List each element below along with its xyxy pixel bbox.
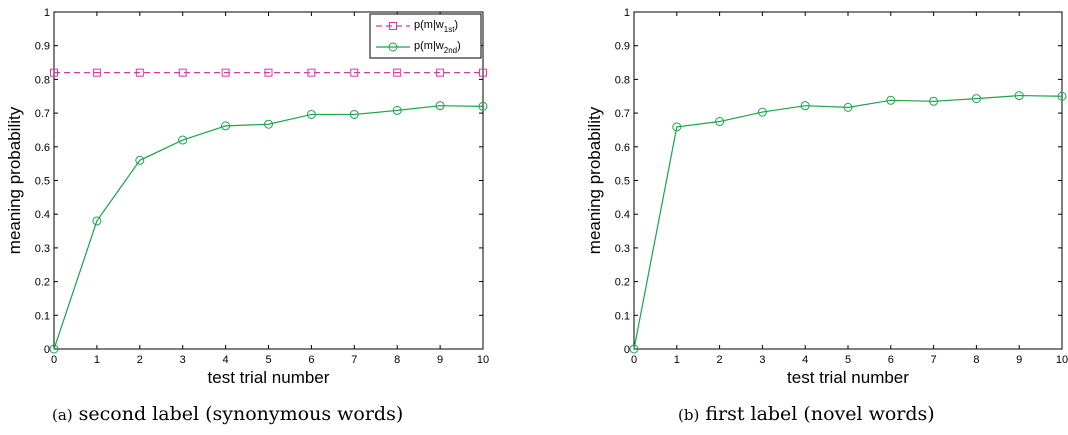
data-point-2nd-a bbox=[349, 109, 359, 119]
x-tick-label-b: 2 bbox=[717, 354, 723, 366]
y-tick-label-b: 0.4 bbox=[615, 209, 630, 221]
data-point-2nd-a bbox=[264, 119, 273, 129]
y-tick-label-a: 0.8 bbox=[35, 74, 50, 86]
x-tick-label-b: 7 bbox=[931, 354, 937, 366]
legend-box-a bbox=[369, 13, 482, 59]
data-point-series-b bbox=[843, 102, 853, 112]
y-tick-label-b: 1 bbox=[624, 7, 630, 19]
data-point-2nd-a bbox=[135, 155, 145, 165]
caption-a-tag: (a) bbox=[52, 406, 73, 424]
x-tick-label-b: 0 bbox=[631, 354, 637, 366]
y-tick-label-a: 0.3 bbox=[35, 243, 50, 255]
y-tick-label-b: 0.3 bbox=[615, 243, 630, 255]
data-point-series-b bbox=[757, 107, 767, 117]
data-point-2nd-a bbox=[49, 344, 59, 354]
data-point-2nd-a bbox=[221, 121, 231, 131]
data-point-2nd-a bbox=[306, 109, 316, 119]
x-tick-label-a: 0 bbox=[51, 354, 57, 366]
data-point-1st-a bbox=[436, 68, 445, 77]
caption-b-tag: (b) bbox=[678, 406, 700, 424]
y-tick-label-a: 0.1 bbox=[35, 310, 50, 322]
y-tick-label-b: 0.8 bbox=[615, 74, 630, 86]
data-point-series-b bbox=[929, 96, 939, 106]
x-tick-label-a: 8 bbox=[394, 354, 400, 366]
x-axis-title-a: test trial number bbox=[208, 368, 330, 387]
data-point-series-b bbox=[886, 95, 896, 105]
y-tick-label-b: 0.7 bbox=[615, 108, 630, 120]
x-tick-label-a: 5 bbox=[265, 354, 271, 366]
x-tick-label-a: 1 bbox=[94, 354, 100, 366]
x-axis-title-b: test trial number bbox=[787, 368, 909, 387]
data-point-series-b bbox=[672, 122, 682, 132]
data-point-1st-a bbox=[350, 68, 359, 77]
x-tick-label-a: 4 bbox=[223, 354, 229, 366]
data-point-2nd-a bbox=[435, 101, 445, 111]
data-point-1st-a bbox=[221, 68, 230, 77]
y-tick-label-b: 0.6 bbox=[615, 142, 630, 154]
x-tick-label-b: 10 bbox=[1056, 354, 1068, 366]
data-point-1st-a bbox=[479, 68, 487, 77]
data-point-series-b bbox=[1057, 91, 1067, 101]
x-tick-label-b: 9 bbox=[1016, 354, 1022, 366]
data-point-1st-a bbox=[135, 68, 144, 77]
x-tick-label-b: 8 bbox=[973, 354, 979, 366]
caption-a: (a) second label (synonymous words) bbox=[52, 403, 403, 425]
y-axis-title-b: meaning probability bbox=[585, 106, 604, 254]
data-point-series-b bbox=[971, 94, 981, 104]
x-tick-label-a: 6 bbox=[308, 354, 314, 366]
caption-b-text: first label (novel words) bbox=[705, 403, 935, 425]
legend-marker-2nd bbox=[388, 42, 398, 52]
x-tick-label-b: 1 bbox=[674, 354, 680, 366]
y-axis-title-a: meaning probability bbox=[5, 106, 24, 254]
legend-marker-1st bbox=[389, 22, 397, 30]
x-tick-label-a: 3 bbox=[180, 354, 186, 366]
y-tick-label-b: 0.9 bbox=[615, 41, 630, 53]
y-tick-label-a: 0 bbox=[44, 344, 50, 356]
plot-area-b bbox=[633, 11, 1063, 350]
x-tick-label-b: 3 bbox=[759, 354, 765, 366]
x-tick-label-a: 2 bbox=[137, 354, 143, 366]
y-tick-label-a: 0.2 bbox=[35, 277, 50, 289]
y-tick-label-b: 0.2 bbox=[615, 277, 630, 289]
legend-label-1st: p(m|w1st) bbox=[414, 19, 458, 34]
data-point-1st-a bbox=[178, 68, 187, 77]
plot-area-a bbox=[53, 11, 484, 350]
y-tick-label-a: 0.6 bbox=[35, 142, 50, 154]
x-tick-label-a: 9 bbox=[437, 354, 443, 366]
series-line-series-b bbox=[633, 94, 1063, 350]
x-tick-label-b: 5 bbox=[845, 354, 851, 366]
data-point-2nd-a bbox=[178, 135, 188, 145]
caption-b: (b) first label (novel words) bbox=[678, 403, 935, 425]
x-tick-label-a: 7 bbox=[351, 354, 357, 366]
data-point-series-b bbox=[1014, 91, 1024, 101]
data-point-2nd-a bbox=[478, 101, 488, 111]
x-tick-label-b: 4 bbox=[802, 354, 808, 366]
data-point-1st-a bbox=[92, 68, 101, 77]
data-point-1st-a bbox=[307, 68, 316, 77]
series-line-2nd-a bbox=[53, 105, 484, 350]
y-tick-label-a: 1 bbox=[44, 7, 50, 19]
data-point-1st-a bbox=[264, 68, 273, 77]
legend-label-2nd: p(m|w2nd) bbox=[414, 40, 461, 55]
y-tick-label-a: 0.9 bbox=[35, 41, 50, 53]
data-point-series-b bbox=[629, 344, 639, 354]
x-tick-label-a: 10 bbox=[477, 354, 489, 366]
y-tick-label-b: 0.1 bbox=[615, 310, 630, 322]
y-tick-label-a: 0.7 bbox=[35, 108, 50, 120]
y-tick-label-b: 0.5 bbox=[615, 176, 630, 188]
data-point-series-b bbox=[800, 101, 810, 111]
y-tick-label-a: 0.5 bbox=[35, 176, 50, 188]
x-tick-label-b: 6 bbox=[888, 354, 894, 366]
data-point-series-b bbox=[715, 117, 725, 127]
data-point-1st-a bbox=[393, 68, 402, 77]
data-point-2nd-a bbox=[392, 105, 402, 115]
caption-a-text: second label (synonymous words) bbox=[78, 403, 404, 425]
chart-a: 00.10.20.30.40.50.60.70.80.910 1 2 3 4 5 6 7 8 9 1… bbox=[5, 7, 489, 387]
y-tick-label-b: 0 bbox=[624, 344, 630, 356]
data-point-2nd-a bbox=[92, 216, 102, 226]
chart-b: 00.10.20.30.40.50.60.70.80.910 1 2 3 4 5 6 7 8 9 1… bbox=[585, 7, 1068, 387]
data-point-1st-a bbox=[50, 68, 58, 77]
y-tick-label-a: 0.4 bbox=[35, 209, 50, 221]
